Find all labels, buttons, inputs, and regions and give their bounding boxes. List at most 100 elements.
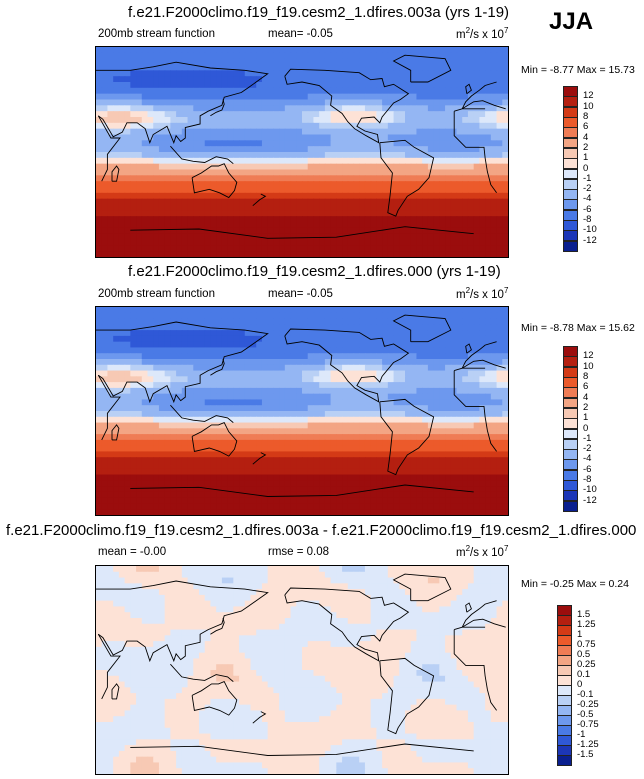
colorbar-tick-label: 1 bbox=[577, 629, 583, 640]
panel3-colorbar: 1.5 1.25 1 0.75 0.5 0.25 0.1 0 -0.1 -0.25 -0.5 -0.7… bbox=[557, 605, 627, 766]
panel3-title: f.e21.F2000climo.f19_f19.cesm2_1.dfires.… bbox=[6, 522, 637, 539]
colorbar-tick-label: 10 bbox=[583, 360, 594, 372]
colorbar-swatch bbox=[563, 366, 578, 378]
panel1-colorbar: 12 10 8 6 4 2 1 0 -1 -2 -4 -6 -8 -10 -12 bbox=[563, 86, 623, 252]
colorbar-tick-label: 0.75 bbox=[577, 639, 596, 650]
colorbar-swatch bbox=[563, 397, 578, 409]
colorbar-tick-label: 6 bbox=[583, 381, 589, 393]
colorbar-swatch bbox=[557, 725, 572, 736]
colorbar-tick-label: -4 bbox=[583, 453, 592, 465]
panel1-mean-label: mean= -0.05 bbox=[268, 28, 333, 40]
panel1-units: m2/s x 107 bbox=[456, 26, 509, 41]
colorbar-swatch bbox=[557, 635, 572, 646]
colorbar-tick-label: 12 bbox=[583, 350, 594, 362]
colorbar-swatch bbox=[557, 605, 572, 616]
colorbar-tick-label: -1 bbox=[577, 729, 586, 740]
colorbar-tick-label: -0.1 bbox=[577, 689, 594, 700]
colorbar-tick-label: -0.25 bbox=[577, 699, 599, 710]
colorbar-tick-label: -10 bbox=[583, 484, 597, 496]
colorbar-tick-label: -0.5 bbox=[577, 709, 594, 720]
colorbar-tick-label: 8 bbox=[583, 110, 589, 122]
colorbar-swatch bbox=[563, 96, 578, 108]
colorbar-swatch bbox=[563, 490, 578, 502]
colorbar-tick-label: 4 bbox=[583, 391, 589, 403]
season-label: JJA bbox=[549, 8, 594, 35]
colorbar-tick-label: -2 bbox=[583, 443, 592, 455]
colorbar-swatch bbox=[557, 755, 572, 766]
colorbar-swatch bbox=[563, 209, 578, 221]
colorbar-tick-label: -6 bbox=[583, 463, 592, 475]
colorbar-tick-label: -2 bbox=[583, 183, 592, 195]
colorbar-swatch bbox=[557, 735, 572, 746]
colorbar-tick-label: 0.1 bbox=[577, 669, 591, 680]
colorbar-swatch bbox=[557, 655, 572, 666]
colorbar-tick-label: 8 bbox=[583, 370, 589, 382]
colorbar-swatch bbox=[563, 480, 578, 491]
panel1-map bbox=[95, 46, 509, 258]
panel1-title: f.e21.F2000climo.f19_f19.cesm2_1.dfires.… bbox=[128, 4, 510, 21]
colorbar-swatch bbox=[563, 178, 578, 190]
colorbar-tick-label: -10 bbox=[583, 224, 597, 236]
colorbar-tick-label: 10 bbox=[583, 100, 594, 112]
colorbar-swatch bbox=[563, 199, 578, 211]
colorbar-tick-label: -1 bbox=[583, 172, 592, 184]
colorbar-tick-label: 12 bbox=[583, 90, 594, 102]
panel2-title: f.e21.F2000climo.f19_f19.cesm2_1.dfires.… bbox=[128, 263, 501, 280]
colorbar-swatch bbox=[557, 675, 572, 686]
colorbar-swatch bbox=[557, 685, 572, 696]
colorbar-tick-label: 1.5 bbox=[577, 609, 591, 620]
colorbar-swatch bbox=[557, 615, 572, 626]
colorbar-swatch bbox=[563, 137, 578, 149]
colorbar-swatch bbox=[563, 147, 578, 159]
colorbar-swatch bbox=[563, 438, 578, 450]
colorbar-tick-label: 1 bbox=[583, 152, 589, 164]
colorbar-tick-label: -1 bbox=[583, 432, 592, 444]
panel2-colorbar: 12 10 8 6 4 2 1 0 -1 -2 -4 -6 -8 -10 -12 bbox=[563, 346, 623, 512]
colorbar-tick-label: -12 bbox=[583, 234, 597, 246]
colorbar-swatch bbox=[563, 418, 578, 430]
panel1-variable-label: 200mb stream function bbox=[98, 28, 215, 40]
panel3-map bbox=[95, 565, 509, 775]
panel2-map bbox=[95, 306, 509, 516]
colorbar-swatch bbox=[563, 407, 578, 419]
colorbar-swatch bbox=[563, 449, 578, 461]
colorbar-swatch bbox=[563, 387, 578, 399]
colorbar-swatch bbox=[563, 356, 578, 368]
panel3-rmse-label: rmse = 0.08 bbox=[268, 546, 330, 558]
colorbar-swatch bbox=[563, 240, 578, 252]
colorbar-tick-label: -8 bbox=[583, 474, 592, 486]
coastlines bbox=[96, 54, 506, 239]
colorbar-swatch bbox=[563, 168, 578, 180]
panel3-units: m2/s x 107 bbox=[456, 544, 509, 559]
panel2-variable-label: 200mb stream function bbox=[98, 288, 215, 300]
colorbar-tick-label: 6 bbox=[583, 121, 589, 133]
colorbar-swatch bbox=[557, 705, 572, 716]
colorbar-tick-label: 0 bbox=[583, 422, 589, 434]
colorbar-swatch bbox=[557, 715, 572, 726]
colorbar-swatch bbox=[563, 459, 578, 471]
colorbar-swatch bbox=[563, 220, 578, 231]
colorbar-tick-label: 0 bbox=[583, 162, 589, 174]
colorbar-tick-label: -6 bbox=[583, 203, 592, 215]
colorbar-swatch bbox=[563, 116, 578, 128]
colorbar-tick-label: 1 bbox=[583, 412, 589, 424]
field-cells bbox=[96, 566, 508, 774]
colorbar-swatch bbox=[563, 469, 578, 481]
colorbar-swatch bbox=[563, 346, 578, 357]
panel3-minmax: Min = -0.25 Max = 0.24 bbox=[521, 578, 629, 590]
colorbar-tick-label: 0.25 bbox=[577, 659, 596, 670]
colorbar-swatch bbox=[557, 645, 572, 656]
panel2-units: m2/s x 107 bbox=[456, 286, 509, 301]
colorbar-swatch bbox=[557, 625, 572, 636]
panel2-minmax: Min = -8.78 Max = 15.62 bbox=[521, 322, 635, 334]
panel3-mean-label: mean = -0.00 bbox=[98, 546, 167, 558]
colorbar-tick-label: 2 bbox=[583, 141, 589, 153]
coastlines bbox=[96, 314, 506, 497]
colorbar-swatch bbox=[563, 127, 578, 139]
colorbar-tick-label: -0.75 bbox=[577, 719, 599, 730]
panel1-minmax: Min = -8.77 Max = 15.73 bbox=[521, 64, 635, 76]
colorbar-tick-label: 4 bbox=[583, 131, 589, 143]
colorbar-swatch bbox=[563, 106, 578, 118]
panel2-mean-label: mean= -0.05 bbox=[268, 288, 333, 300]
colorbar-swatch bbox=[563, 230, 578, 242]
